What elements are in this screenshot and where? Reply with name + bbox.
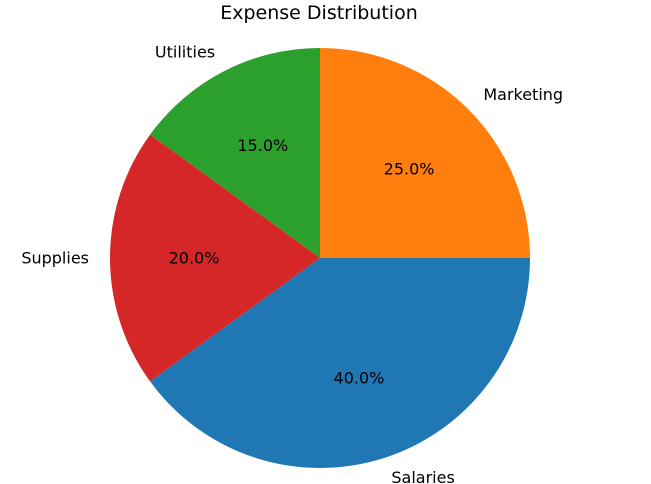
pct-label-utilities: 15.0% xyxy=(237,136,288,155)
slice-label-salaries: Salaries xyxy=(391,468,454,484)
pct-label-salaries: 40.0% xyxy=(334,368,385,387)
pie-labels: 15.0% Utilities 20.0% Supplies 40.0% Salaries… xyxy=(21,43,563,484)
slice-label-marketing: Marketing xyxy=(483,85,563,104)
pct-label-marketing: 25.0% xyxy=(384,159,435,178)
slice-label-utilities: Utilities xyxy=(155,43,215,62)
pie-slice-utilities xyxy=(150,48,320,258)
pie-slice-supplies xyxy=(109,134,320,382)
chart-title: Expense Distribution xyxy=(220,2,418,24)
pct-label-supplies: 20.0% xyxy=(169,249,220,268)
pie-slices xyxy=(109,48,530,469)
pie-slice-salaries xyxy=(150,258,530,469)
pie-slice-marketing xyxy=(320,48,530,258)
slice-label-supplies: Supplies xyxy=(21,249,89,268)
